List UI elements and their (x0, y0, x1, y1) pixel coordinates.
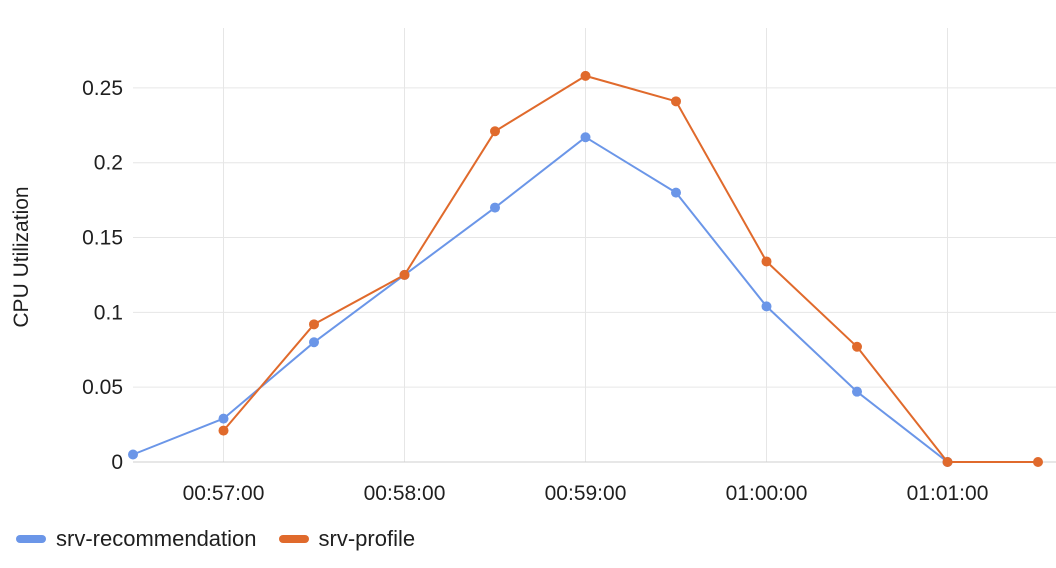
legend-label-srv-recommendation: srv-recommendation (56, 526, 257, 551)
data-point-srv-profile (942, 457, 953, 467)
data-point-srv-recommendation (128, 449, 138, 460)
data-point-srv-recommendation (309, 337, 319, 348)
legend-item-srv-recommendation[interactable]: srv-recommendation (16, 526, 257, 552)
series-line-srv-recommendation (132, 136, 949, 463)
data-point-srv-recommendation (580, 132, 591, 143)
data-point-srv-recommendation (852, 386, 862, 397)
x-tick-label: 01:01:00 (907, 482, 989, 505)
data-point-srv-recommendation (761, 301, 772, 312)
legend-item-srv-profile[interactable]: srv-profile (278, 526, 416, 552)
y-tick-label: 0.1 (94, 301, 123, 324)
legend-label-srv-profile: srv-profile (318, 526, 416, 551)
series-line-srv-profile (222, 74, 1038, 463)
data-point-srv-recommendation (671, 187, 681, 198)
data-point-srv-profile (399, 269, 410, 280)
data-point-srv-profile (580, 70, 591, 81)
data-point-srv-profile (761, 256, 772, 267)
x-tick-label: 00:59:00 (545, 482, 627, 505)
x-tick-label: 00:58:00 (364, 482, 446, 505)
legend-swatch-srv-profile (278, 535, 309, 543)
y-tick-label: 0.25 (82, 77, 123, 100)
y-tick-label: 0.2 (94, 152, 123, 175)
data-point-srv-recommendation (218, 413, 229, 424)
data-point-srv-profile (1033, 457, 1043, 467)
y-tick-label: 0.15 (82, 227, 123, 250)
data-point-srv-profile (218, 425, 229, 436)
data-point-srv-profile (852, 341, 862, 352)
legend-swatch-srv-recommendation (16, 535, 46, 543)
y-axis-title: CPU Utilization (10, 186, 33, 327)
data-point-srv-recommendation (490, 202, 500, 213)
x-tick-label: 00:57:00 (183, 482, 265, 505)
legend: srv-recommendation srv-profile (16, 526, 415, 552)
y-tick-label: 0 (111, 451, 123, 474)
y-tick-label: 0.05 (82, 376, 123, 399)
data-point-srv-profile (490, 126, 500, 137)
x-tick-label: 01:00:00 (726, 482, 808, 505)
data-point-srv-profile (309, 319, 319, 330)
data-point-srv-profile (671, 96, 681, 107)
